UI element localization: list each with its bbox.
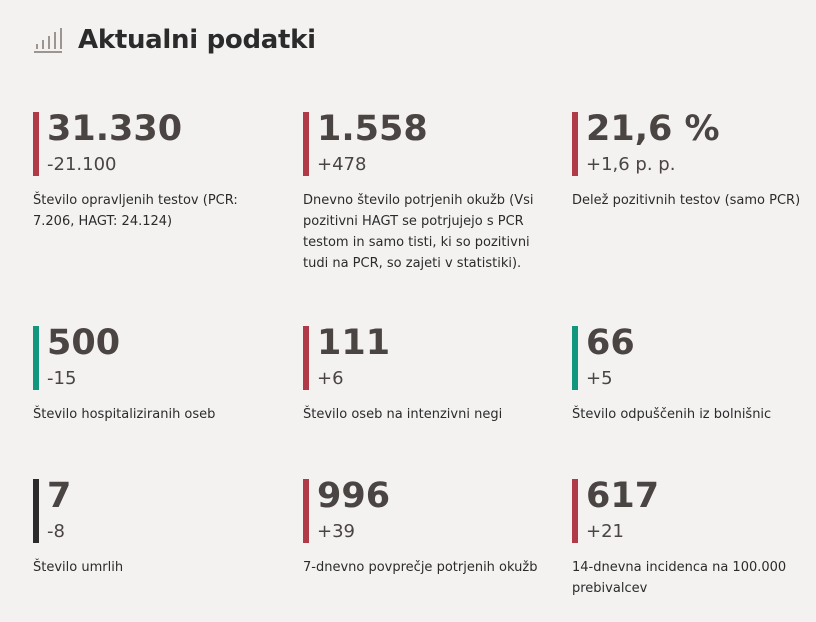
stat-value: 111	[317, 323, 391, 363]
stat-change: -21.100	[47, 154, 117, 175]
stat-label: Število opravljenih testov (PCR: 7.206, …	[33, 193, 238, 229]
stat-change: -8	[47, 521, 65, 542]
stat-value: 617	[586, 476, 660, 516]
stat-accent-bar	[33, 479, 39, 543]
stat-label: Število oseb na intenzivni negi	[303, 407, 503, 422]
stat-label: Število hospitaliziranih oseb	[33, 407, 216, 422]
stat-change: +478	[317, 154, 367, 175]
page-title: Aktualni podatki	[78, 25, 316, 55]
stat-accent-bar	[33, 326, 39, 390]
stat-label: 14-dnevna incidenca na 100.000 prebivalc…	[572, 560, 787, 596]
stat-change: +39	[317, 521, 355, 542]
stat-change: +5	[586, 368, 613, 389]
stat-value: 66	[586, 323, 635, 363]
stat-accent-bar	[303, 326, 309, 390]
stat-accent-bar	[572, 479, 578, 543]
stat-label: Število odpuščenih iz bolnišnic	[572, 407, 772, 422]
stat-accent-bar	[303, 112, 309, 176]
stat-value: 996	[317, 476, 391, 516]
stat-label: Delež pozitivnih testov (samo PCR)	[572, 193, 801, 208]
stat-change: +6	[317, 368, 344, 389]
stat-label: Dnevno število potrjenih okužb (Vsi pozi…	[303, 193, 534, 271]
stat-accent-bar	[572, 112, 578, 176]
stat-value: 31.330	[47, 109, 183, 149]
bar-chart-icon	[34, 28, 62, 53]
stat-change: -15	[47, 368, 77, 389]
stat-accent-bar	[33, 112, 39, 176]
stat-change: +21	[586, 521, 624, 542]
stat-label: 7-dnevno povprečje potrjenih okužb	[303, 560, 538, 575]
stat-value: 7	[47, 476, 72, 516]
stat-value: 21,6 %	[586, 109, 720, 149]
stat-accent-bar	[572, 326, 578, 390]
stat-change: +1,6 p. p.	[586, 154, 676, 175]
stat-value: 1.558	[317, 109, 428, 149]
stat-label: Število umrlih	[33, 560, 124, 575]
stat-value: 500	[47, 323, 121, 363]
stat-accent-bar	[303, 479, 309, 543]
section-header: Aktualni podatki	[33, 22, 316, 58]
